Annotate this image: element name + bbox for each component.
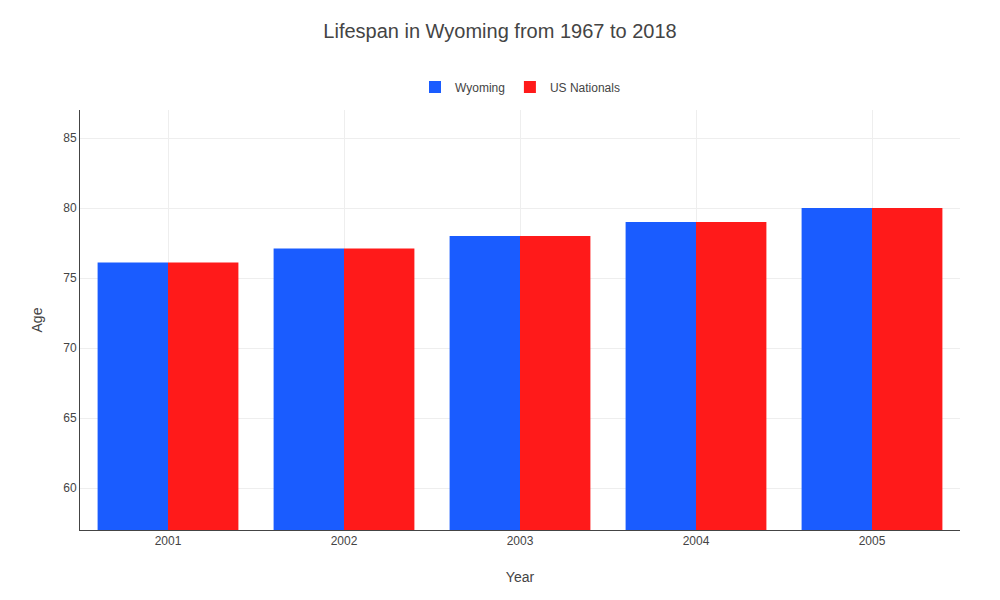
svg-text:85: 85 <box>63 131 77 145</box>
svg-text:60: 60 <box>63 481 77 495</box>
svg-text:2002: 2002 <box>331 534 358 548</box>
svg-text:80: 80 <box>63 201 77 215</box>
svg-text:70: 70 <box>63 341 77 355</box>
svg-text:Year: Year <box>506 569 535 585</box>
svg-text:Age: Age <box>29 307 45 332</box>
svg-text:Wyoming: Wyoming <box>455 81 505 95</box>
svg-text:2003: 2003 <box>507 534 534 548</box>
svg-text:Lifespan in Wyoming from 1967: Lifespan in Wyoming from 1967 to 2018 <box>323 20 676 42</box>
svg-text:65: 65 <box>63 411 77 425</box>
svg-text:2001: 2001 <box>155 534 182 548</box>
svg-text:75: 75 <box>63 271 77 285</box>
svg-text:2004: 2004 <box>683 534 710 548</box>
svg-text:2005: 2005 <box>859 534 886 548</box>
svg-text:US Nationals: US Nationals <box>550 81 620 95</box>
